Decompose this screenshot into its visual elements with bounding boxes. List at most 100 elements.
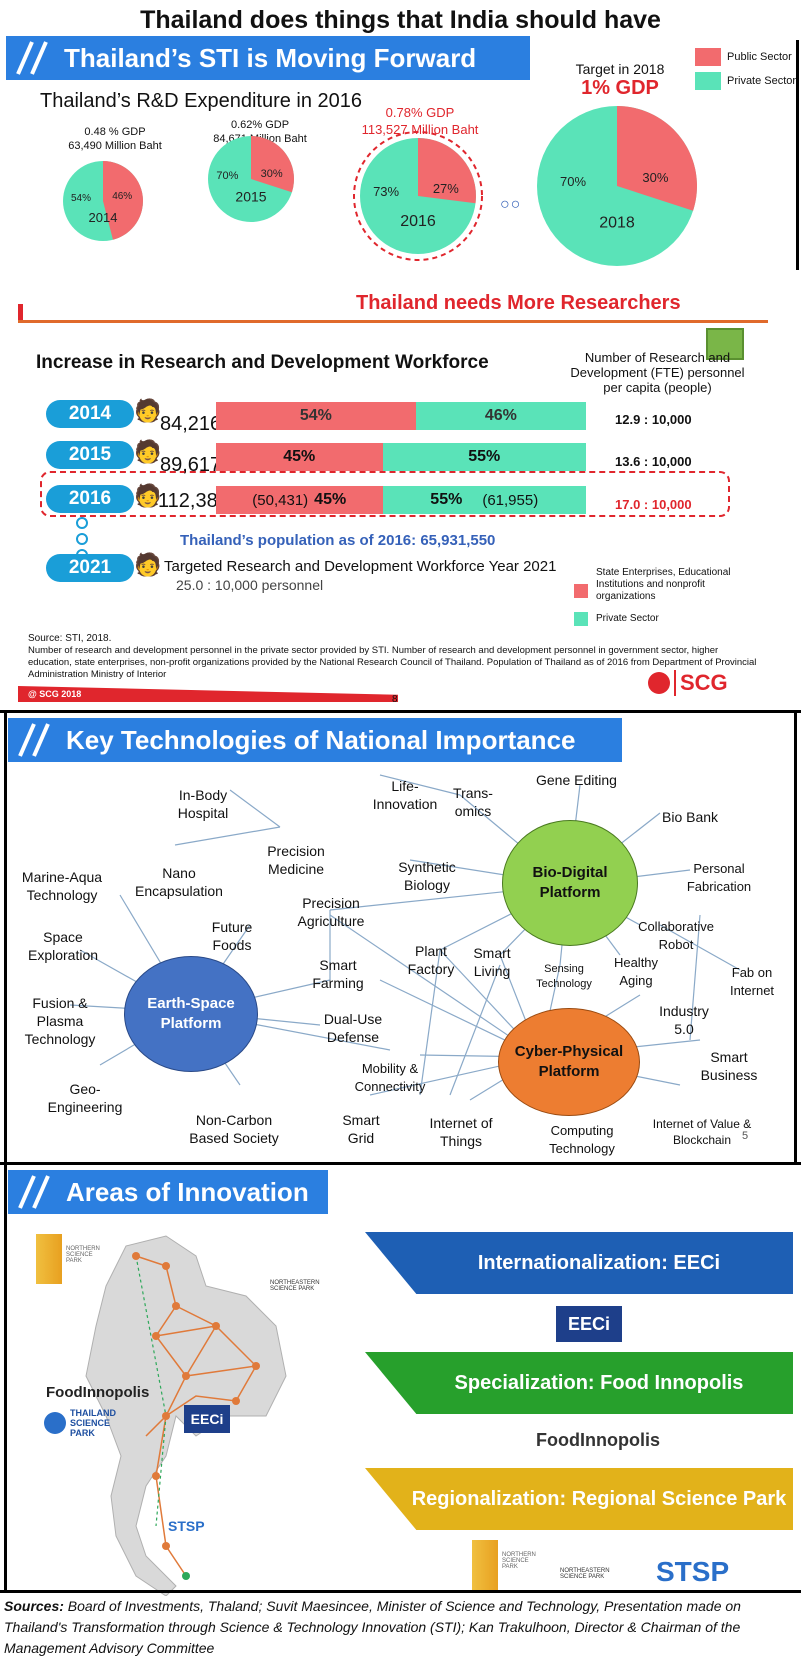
gdp-2014: 0.48 % GDP bbox=[84, 126, 146, 138]
legend-private-swatch bbox=[574, 612, 588, 626]
node-smart-living: Smart Living bbox=[473, 945, 511, 979]
tsp-logo-text: THAILAND SCIENCE PARK bbox=[70, 1408, 116, 1438]
node-precision-medicine: Precision Medicine bbox=[267, 843, 325, 877]
food-innopolis-map-logo: FoodInnopolis bbox=[46, 1384, 150, 1401]
row-2016-highlight bbox=[40, 471, 730, 517]
bar-2015-public-label: 45% bbox=[283, 448, 316, 465]
section3-ribbon: Key Technologies of National Importance bbox=[8, 718, 622, 762]
target-ratio: 25.0 : 10,000 personnel bbox=[176, 577, 324, 593]
researchers-banner: Thailand needs More Researchers bbox=[356, 292, 681, 314]
node-dual-use-defense: Dual-Use Defense bbox=[323, 1011, 383, 1045]
cyber-physical-platform: Cyber-Physical Platform bbox=[498, 1008, 640, 1116]
person-icon: 🧑 bbox=[134, 483, 162, 508]
node-space-exploration: Space Exploration bbox=[28, 929, 99, 963]
count-2014: 84,216 bbox=[160, 413, 222, 435]
node-life-innovation: Life-Innovation bbox=[372, 778, 438, 812]
divider-3 bbox=[0, 1590, 801, 1593]
food-innopolis-logo: FoodInnopolis bbox=[536, 1430, 660, 1450]
bar-2014-private: 46% bbox=[415, 402, 586, 430]
ratio-header: Number of Research and Development (FTE)… bbox=[570, 350, 745, 395]
pill-2015: 2015 bbox=[46, 441, 134, 469]
pie-charts: 46% 54% 2014 30% 70% 2015 27% 73%2016 30% 70% 2018 bbox=[63, 106, 697, 266]
page-number: 8 bbox=[392, 694, 398, 705]
pie-2016-public bbox=[418, 138, 476, 204]
bio-digital-platform: Bio-Digital Platform bbox=[502, 820, 638, 946]
stsp-logo: STSP bbox=[656, 1556, 730, 1587]
sources-footer: Sources: Board of Investments, Thaland; … bbox=[4, 1596, 797, 1659]
pie-2015-year: 2015 bbox=[235, 188, 266, 204]
divider-2 bbox=[0, 1162, 801, 1165]
count-2015: 89,617 bbox=[160, 454, 222, 476]
node-personal-fabrication: Personal Fabrication bbox=[686, 861, 752, 894]
ratio-2016: 17.0 : 10,000 bbox=[615, 497, 692, 512]
bar-2016-private: 55% (61,955) bbox=[382, 486, 586, 514]
pie-2015-public bbox=[251, 136, 294, 193]
earth-space-platform: Earth-Space Platform bbox=[124, 956, 258, 1072]
node-smart-farming: Smart Farming bbox=[312, 957, 364, 991]
node-fusion-plasma: Fusion & Plasma Technology bbox=[24, 995, 96, 1047]
population-text: Thailand’s population as of 2016: 65,931… bbox=[180, 532, 496, 549]
section2-rule bbox=[18, 320, 768, 323]
section4-ribbon-text: Areas of Innovation bbox=[66, 1177, 309, 1207]
legend-public-text: State Enterprises, Educational Instituti… bbox=[596, 567, 731, 602]
stsp-map-logo: STSP bbox=[168, 1518, 205, 1534]
node-synthetic-biology: Synthetic Biology bbox=[398, 859, 456, 893]
scg-logo-text: SCG bbox=[674, 670, 728, 696]
banner-internationalization: Internationalization: EECi bbox=[365, 1232, 793, 1294]
section1-legend: Public Sector Private Sector bbox=[695, 48, 796, 90]
pie-2018-public bbox=[617, 106, 697, 211]
node-mobility-connectivity: Mobility & Connectivity bbox=[354, 1061, 426, 1094]
rd-expenditure-title: Thailand’s R&D Expenditure in 2016 bbox=[40, 90, 363, 112]
node-industry-5: Industry 5.0 bbox=[659, 1003, 709, 1037]
node-future-foods: Future Foods bbox=[211, 919, 253, 953]
section3-ribbon-text: Key Technologies of National Importance bbox=[66, 725, 576, 755]
scg-logo: SCG bbox=[648, 670, 728, 696]
caption-2016: 0.78% GDP 113,527 Million Baht bbox=[345, 104, 495, 138]
bar-2016: (50,431) 45% 55% (61,955) bbox=[216, 486, 586, 514]
node-smart-business: Smart Business bbox=[700, 1049, 758, 1083]
dots: ○○ bbox=[500, 196, 522, 213]
source-notes: Number of research and development perso… bbox=[28, 645, 757, 680]
ne-science-park-logo: NORTHEASTERN SCIENCE PARK bbox=[270, 1280, 320, 1292]
node-in-body-hospital: In-Body Hospital bbox=[177, 787, 229, 821]
section1-ribbon: Thailand’s STI is Moving Forward bbox=[6, 36, 530, 80]
eeci-logo: EECi bbox=[556, 1306, 622, 1342]
legend-public-swatch bbox=[574, 584, 588, 598]
northern-science-park-text-2: NORTHERN SCIENCE PARK bbox=[502, 1552, 536, 1570]
baht-2014: 63,490 Million Baht bbox=[68, 140, 162, 152]
section1-border bbox=[796, 40, 799, 270]
section2-accent bbox=[18, 304, 23, 322]
person-icon: 🧑 bbox=[134, 439, 162, 464]
count-2016: 112,386 bbox=[158, 490, 229, 512]
node-healthy-aging: Healthy Aging bbox=[613, 955, 659, 988]
bar-2016-public-count: (50,431) bbox=[252, 491, 309, 509]
node-sensing-technology: Sensing Technology bbox=[536, 963, 592, 990]
node-geo-engineering: Geo-Engineering bbox=[47, 1081, 123, 1115]
pie-2014-public bbox=[103, 161, 144, 240]
source-label: Source: STI, 2018. bbox=[28, 633, 112, 644]
bar-2015: 45% 55% bbox=[216, 443, 586, 471]
legend-public-swatch bbox=[695, 48, 721, 66]
main-title: Thailand does things that India should h… bbox=[140, 6, 661, 34]
pie-2018-year: 2018 bbox=[599, 215, 635, 232]
eeci-map-logo: EECi bbox=[184, 1405, 230, 1433]
bar-2014-private-label: 46% bbox=[484, 407, 517, 424]
banner-internationalization-text: Internationalization: EECi bbox=[477, 1251, 721, 1274]
node-smart-grid: Smart Grid bbox=[342, 1112, 380, 1146]
northern-science-park-text: NORTHERN SCIENCE PARK bbox=[66, 1246, 100, 1264]
pill-2014: 2014 bbox=[46, 400, 134, 428]
section3-page-num: 5 bbox=[742, 1130, 749, 1142]
pie-2014-private-label: 54% bbox=[71, 193, 91, 204]
bar-2015-private-label: 55% bbox=[468, 448, 501, 465]
bar-2014-public-label: 54% bbox=[299, 407, 332, 424]
bar-2016-public: (50,431) 45% bbox=[216, 486, 383, 514]
bar-2016-private-label: 55% bbox=[430, 491, 463, 508]
slash-icon bbox=[16, 41, 48, 75]
node-bio-bank: Bio Bank bbox=[662, 809, 719, 825]
section1-ribbon-text: Thailand’s STI is Moving Forward bbox=[64, 43, 477, 73]
node-nano-encapsulation: Nano Encapsulation bbox=[135, 865, 223, 899]
ne-science-park-logo-2: NORTHEASTERN SCIENCE PARK bbox=[560, 1568, 610, 1580]
node-internet-of-value: Internet of Value & Blockchain bbox=[652, 1117, 752, 1147]
person-icon: 🧑 bbox=[134, 552, 162, 577]
workforce-title: Increase in Research and Development Wor… bbox=[36, 352, 489, 373]
